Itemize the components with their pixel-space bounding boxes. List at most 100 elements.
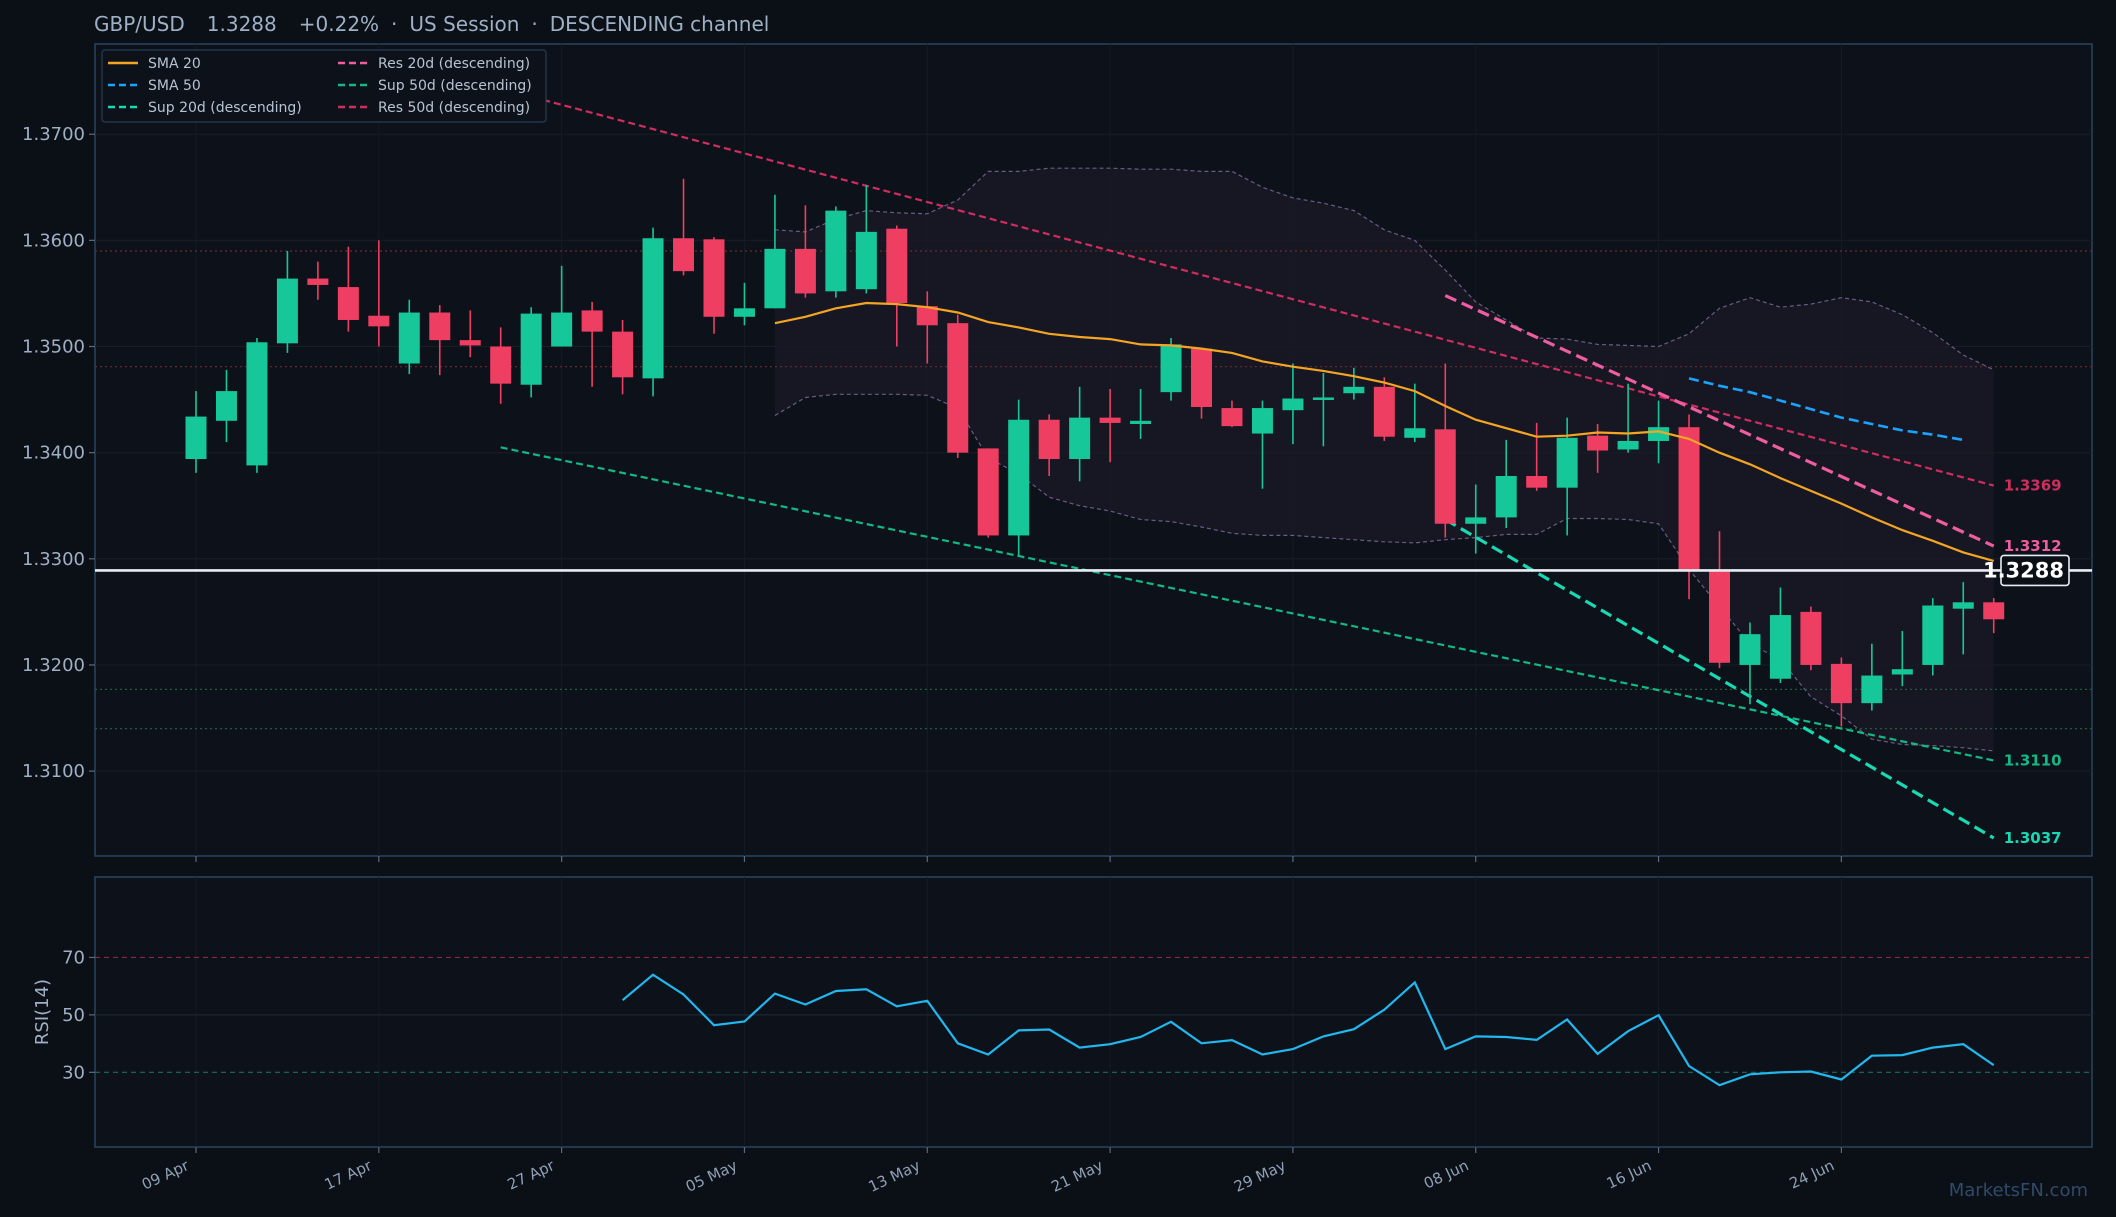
candle-body: [1648, 427, 1670, 441]
candle-body: [1709, 569, 1730, 663]
candle-body: [1952, 602, 1974, 609]
candle-body: [581, 310, 603, 332]
candle-body: [1922, 605, 1944, 665]
candle-body: [1404, 428, 1426, 438]
candle-body: [1099, 417, 1121, 423]
chart-title: GBP/USD 1.3288 +0.22% · US Session · DESCENDIN…: [94, 12, 769, 36]
candle-body: [764, 248, 786, 309]
candle-body: [947, 323, 969, 453]
candle-body: [429, 312, 451, 341]
y-tick-label: 1.3200: [22, 655, 85, 676]
level-label-sup50: 1.3110: [2004, 751, 2062, 769]
last-price-label: 1.3288: [1983, 558, 2064, 582]
trend-lines: 1.3369 1.3110 1.3312 1.3037: [500, 87, 2062, 847]
candle-body: [1282, 398, 1304, 411]
chart-legend: SMA 20 Res 20d (descending) SMA 50 Sup 50d …: [101, 49, 547, 123]
candle-body: [1038, 419, 1060, 460]
level-label-sup20: 1.3037: [2004, 829, 2062, 847]
title-symbol: GBP/USD: [94, 12, 185, 36]
candle-body: [916, 306, 938, 326]
rsi-indicator: 30 50 70 RSI(14): [32, 947, 2092, 1087]
legend-label: SMA 20: [148, 56, 201, 72]
last-price-tag: [2000, 554, 2070, 587]
level-label-res50: 1.3369: [2004, 477, 2062, 495]
candle-body: [703, 239, 725, 317]
band-fill: [774, 168, 1994, 751]
y-tick-label: 1.3700: [22, 124, 85, 145]
title-channel: DESCENDING channel: [550, 12, 770, 36]
candle-body: [276, 278, 298, 344]
candle-body: [1130, 420, 1152, 424]
title-price: 1.3288: [207, 12, 277, 36]
watermark: MarketsFN.com: [1949, 1180, 2088, 1201]
trendline-res50: [500, 87, 1995, 487]
candlesticks: [185, 178, 2005, 727]
candle-body: [886, 228, 908, 303]
legend-box: [101, 49, 547, 123]
legend-label: Res 50d (descending): [378, 100, 530, 116]
candle-body: [459, 340, 481, 346]
candle-body: [1312, 397, 1334, 400]
candle-body: [1678, 427, 1700, 570]
candle-body: [185, 416, 207, 460]
candle-body: [1191, 348, 1213, 408]
candle-body: [520, 313, 542, 385]
y-tick-label: 1.3400: [22, 443, 85, 464]
rsi-axis-label: RSI(14): [32, 979, 53, 1045]
moving-averages: [774, 301, 1994, 562]
candle-body: [1800, 611, 1822, 665]
title-session: US Session: [409, 12, 519, 36]
candle-body: [490, 346, 512, 384]
candle-body: [1830, 663, 1852, 704]
candle-body: [246, 342, 268, 466]
candle-body: [1495, 476, 1517, 518]
y-tick-label: 1.3300: [22, 549, 85, 570]
rsi-tick-label: 50: [62, 1005, 85, 1026]
candle-body: [855, 231, 877, 290]
candle-body: [1373, 386, 1395, 437]
legend-label: Sup 20d (descending): [148, 100, 302, 116]
y-tick-label: 1.3100: [22, 761, 85, 782]
level-label-res20: 1.3312: [2004, 537, 2062, 555]
title-change: +0.22%: [299, 12, 379, 36]
candle-body: [642, 238, 664, 379]
y-tick-label: 1.3600: [22, 230, 85, 251]
candle-body: [1739, 634, 1761, 665]
candle-body: [794, 248, 816, 294]
candle-body: [733, 308, 755, 317]
candle-body: [977, 448, 999, 536]
candle-body: [1069, 417, 1091, 460]
legend-label: Sup 50d (descending): [378, 78, 532, 94]
candle-body: [551, 312, 573, 347]
candle-body: [1465, 517, 1487, 524]
candle-body: [368, 315, 390, 327]
candle-body: [215, 391, 237, 421]
title-separator: ·: [531, 12, 537, 36]
candle-body: [1251, 408, 1273, 434]
candle-body: [398, 312, 420, 364]
rsi-panel: [94, 876, 2093, 1148]
title-separator: ·: [391, 12, 397, 36]
last-price: 1.3288: [95, 554, 2092, 587]
candle-body: [337, 287, 359, 320]
rsi-tick-label: 70: [62, 947, 85, 968]
candle-body: [825, 210, 847, 292]
rsi-tick-label: 30: [62, 1062, 85, 1083]
band-upper-line: [774, 167, 1994, 371]
candle-body: [1587, 435, 1609, 451]
candle-body: [612, 331, 634, 378]
sma50-line: [1688, 377, 1964, 442]
candle-body: [1861, 675, 1883, 704]
candle-body: [307, 278, 329, 285]
sma20-line: [774, 301, 1994, 562]
candle-body: [1983, 602, 2005, 620]
candle-body: [1008, 419, 1030, 536]
candle-body: [1434, 429, 1456, 524]
rsi-line: [621, 973, 1995, 1087]
candle-body: [1526, 476, 1548, 488]
candle-body: [1343, 386, 1365, 394]
legend-label: Res 20d (descending): [378, 56, 530, 72]
candle-body: [1617, 440, 1639, 450]
candle-body: [673, 238, 695, 272]
